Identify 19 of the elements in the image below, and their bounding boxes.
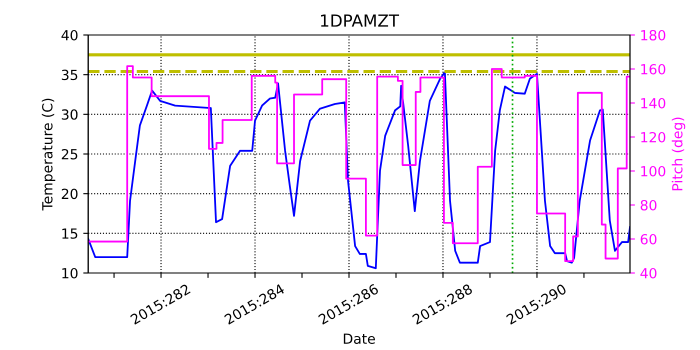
y2-tick-label: 160	[641, 64, 666, 74]
y2-tick-label: 80	[640, 200, 656, 210]
y2-tick-label: 140	[641, 98, 666, 108]
y-axis-title: Temperature (C)	[42, 98, 56, 210]
y-tick-label: 10	[62, 268, 78, 278]
y2-tick-label: 180	[641, 30, 666, 40]
y-tick-label: 20	[62, 188, 78, 200]
y-tick-label: 30	[62, 109, 78, 120]
y-tick-label: 15	[62, 228, 78, 239]
y-tick-label: 35	[62, 70, 78, 80]
y2-tick-label: 60	[640, 234, 656, 244]
chart-title: 1DPAMZT	[321, 14, 400, 27]
y-tick-label: 25	[62, 148, 78, 160]
y2-tick-label: 120	[641, 132, 666, 142]
y2-axis-title: Pitch (deg)	[672, 118, 686, 190]
y-tick-label: 40	[61, 30, 78, 40]
x-axis-title: Date	[344, 334, 375, 344]
y2-tick-label: 100	[641, 166, 666, 176]
y2-tick-label: 40	[640, 268, 656, 278]
